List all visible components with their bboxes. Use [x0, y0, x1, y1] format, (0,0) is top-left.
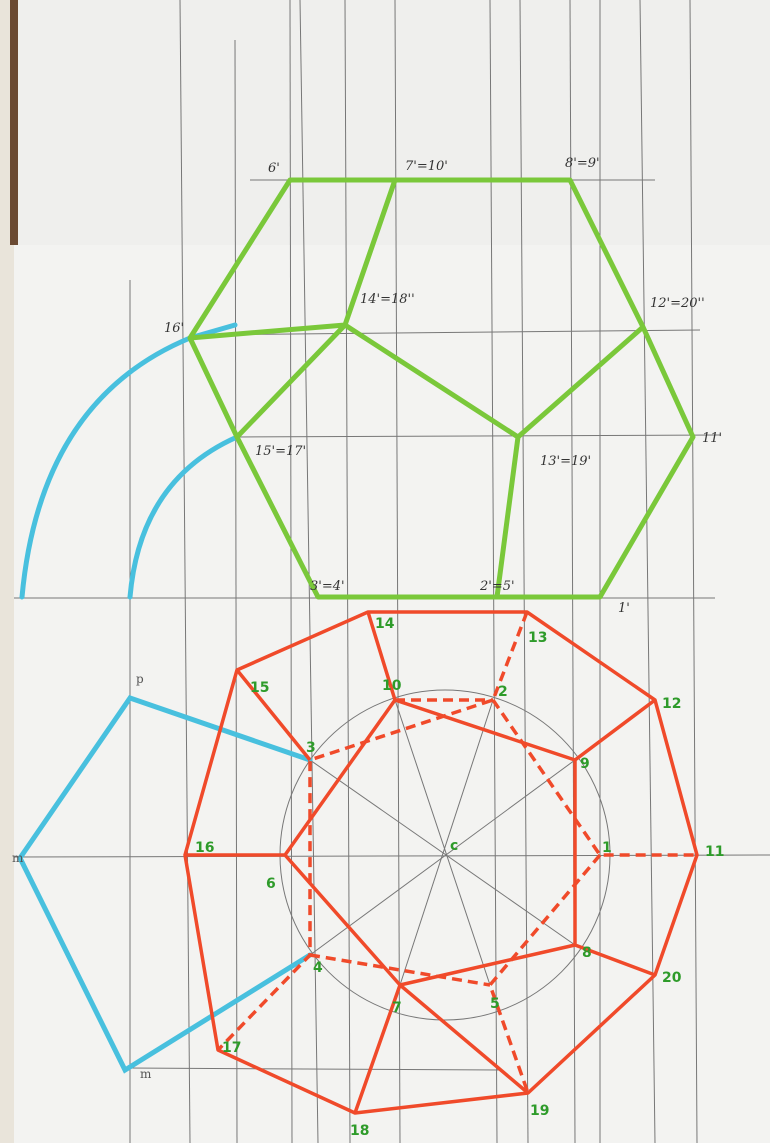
bottom-label: 13 — [528, 630, 547, 646]
bottom-label: 3 — [306, 740, 316, 756]
top-label: 14'=18'' — [360, 292, 415, 307]
top-label: 3'=4' — [310, 579, 345, 594]
top-label: 16' — [164, 321, 184, 336]
bottom-label: 7 — [392, 1000, 402, 1016]
top-label: 11' — [702, 431, 722, 446]
top-label: 7'=10' — [405, 159, 448, 174]
bottom-label: 19 — [530, 1103, 549, 1119]
top-label: 8'=9' — [565, 156, 600, 171]
blue-label: p — [136, 672, 144, 686]
bottom-label: 11 — [705, 844, 724, 860]
bottom-label: 6 — [266, 876, 276, 892]
bottom-label: 1 — [602, 840, 612, 856]
top-label: 13'=19' — [540, 454, 591, 469]
blue-label: m — [12, 851, 24, 865]
top-label: 12'=20'' — [650, 296, 705, 311]
bottom-label: 4 — [313, 960, 323, 976]
top-label: 1' — [618, 601, 630, 616]
top-label: 2'=5' — [479, 579, 515, 594]
bottom-label: 5 — [490, 996, 500, 1012]
bottom-label: 8 — [582, 945, 592, 961]
bottom-label: 17 — [222, 1040, 241, 1056]
bottom-label: 2 — [498, 684, 508, 700]
drawing-photo: 6' 7'=10' 8'=9' 16' 14'=18'' 12'=20'' 15'=17' 1… — [0, 0, 770, 1143]
bottom-label: 15 — [250, 680, 269, 696]
bottom-label: 10 — [382, 678, 402, 694]
paper-edge — [10, 0, 18, 245]
bottom-label: 20 — [662, 970, 682, 986]
bottom-label: 18 — [350, 1123, 369, 1139]
bottom-label: 16 — [195, 840, 214, 856]
blue-label: m — [140, 1067, 152, 1081]
bottom-label: 14 — [375, 616, 395, 632]
top-label: 15'=17' — [255, 444, 306, 459]
paper-top — [18, 0, 770, 245]
top-label: 6' — [268, 161, 280, 176]
bottom-label: c — [450, 838, 458, 854]
bottom-label: 9 — [580, 756, 590, 772]
bottom-label: 12 — [662, 696, 681, 712]
